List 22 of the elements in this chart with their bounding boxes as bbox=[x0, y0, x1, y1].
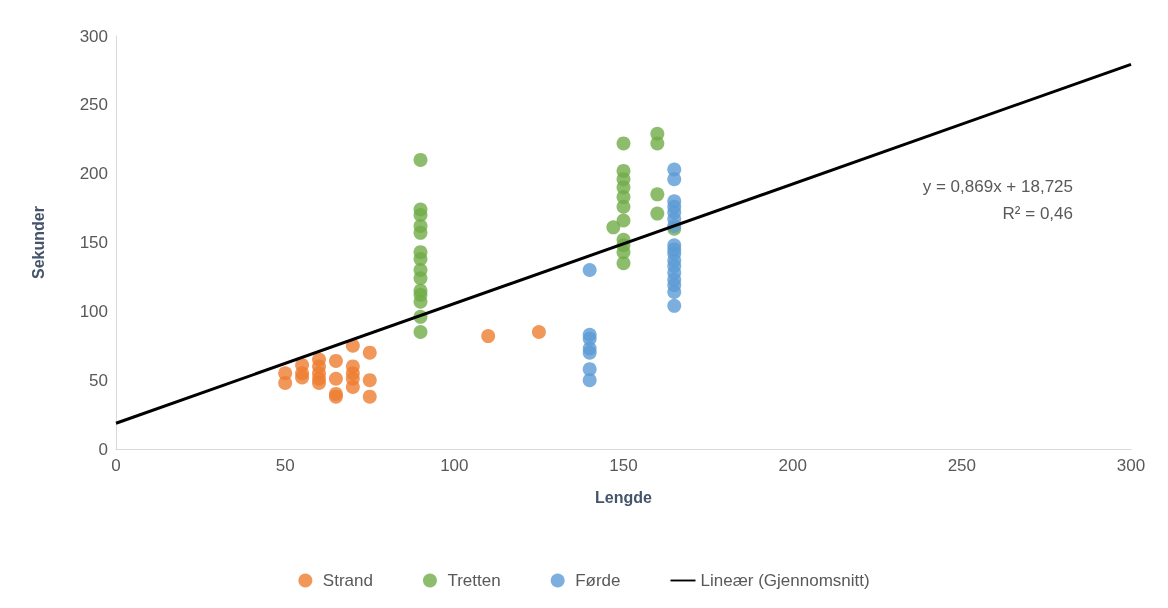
x-tick-label: 50 bbox=[275, 456, 295, 475]
x-tick-label: 150 bbox=[609, 456, 638, 475]
x-tick-label: 100 bbox=[440, 456, 469, 475]
y-tick-label: 100 bbox=[79, 301, 108, 321]
x-tick-label: 0 bbox=[111, 456, 121, 475]
x-tick-label: 200 bbox=[778, 456, 807, 475]
y-tick-label: 200 bbox=[79, 164, 108, 184]
annotation: y = 0,869x + 18,725 bbox=[922, 177, 1074, 196]
y-tick-label: 50 bbox=[89, 370, 108, 390]
x-tick-label: 250 bbox=[947, 456, 977, 475]
x-tick-label: 300 bbox=[1116, 456, 1146, 475]
legend-label: Lineær (Gjennomsnitt) bbox=[700, 571, 870, 590]
annotation: R² = 0,46 bbox=[1002, 204, 1073, 223]
legend-label: Tretten bbox=[447, 571, 501, 590]
y-axis-title: Sekunder bbox=[29, 206, 47, 279]
y-tick-label: 250 bbox=[79, 95, 108, 115]
y-tick-label: 150 bbox=[79, 233, 108, 252]
legend-label: Strand bbox=[322, 571, 373, 590]
legend-label: Førde bbox=[575, 571, 621, 590]
x-axis-title: Lengde bbox=[595, 488, 653, 506]
y-tick-label: 0 bbox=[98, 439, 108, 459]
y-tick-label: 300 bbox=[79, 26, 108, 46]
